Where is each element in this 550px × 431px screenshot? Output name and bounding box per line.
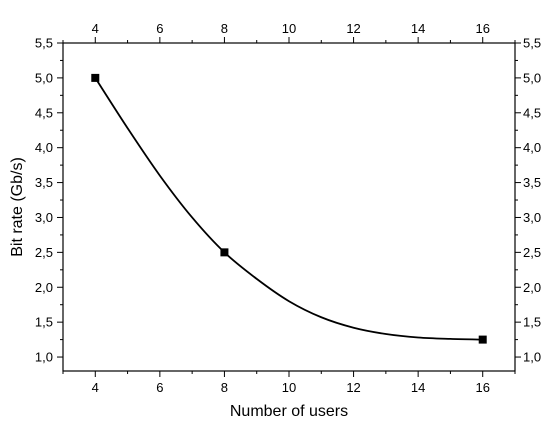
y-tick-label: 1,5 (35, 315, 53, 330)
y-tick-label: 5,0 (35, 70, 53, 85)
top-tick-label: 12 (346, 21, 360, 36)
fit-curve (94, 77, 483, 341)
y-tick-label: 2,5 (35, 245, 53, 260)
x-axis-label: Number of users (230, 403, 348, 420)
right-tick-label: 5,5 (523, 36, 541, 51)
top-tick-label: 16 (475, 21, 489, 36)
right-tick-label: 4,5 (523, 105, 541, 120)
data-point-marker (478, 335, 487, 344)
right-tick-label: 2,0 (523, 280, 541, 295)
top-tick-label: 6 (156, 21, 163, 36)
top-tick-label: 8 (221, 21, 228, 36)
y-tick-label: 1,0 (35, 350, 53, 365)
y-tick-label: 4,5 (35, 105, 53, 120)
y-axis-label: Bit rate (Gb/s) (9, 157, 26, 257)
top-tick-label: 14 (411, 21, 425, 36)
x-tick-label: 14 (411, 380, 425, 395)
y-tick-label: 5,5 (35, 36, 53, 51)
data-point-marker (91, 73, 100, 82)
y-tick-label: 3,0 (35, 210, 53, 225)
y-tick-label: 4,0 (35, 140, 53, 155)
y-tick-label: 2,0 (35, 280, 53, 295)
ticks-layer: 4 4 6 6 8 8 10 10 12 12 14 14 16 16 1,0 1,0 1,5 1,5 2,0 2,0… (35, 21, 541, 395)
x-tick-label: 8 (221, 380, 228, 395)
x-tick-label: 10 (282, 380, 296, 395)
right-tick-label: 3,0 (523, 210, 541, 225)
curve-layer (94, 77, 483, 341)
y-tick-label: 3,5 (35, 175, 53, 190)
x-tick-label: 6 (156, 380, 163, 395)
right-tick-label: 4,0 (523, 140, 541, 155)
x-tick-label: 12 (346, 380, 360, 395)
x-tick-label: 16 (475, 380, 489, 395)
top-tick-label: 10 (282, 21, 296, 36)
x-tick-label: 4 (92, 380, 99, 395)
right-tick-label: 2,5 (523, 245, 541, 260)
plot-frame (62, 42, 516, 372)
marker-layer (91, 73, 487, 344)
right-tick-label: 3,5 (523, 175, 541, 190)
top-tick-label: 4 (92, 21, 99, 36)
right-tick-label: 5,0 (523, 70, 541, 85)
right-tick-label: 1,0 (523, 350, 541, 365)
data-point-marker (220, 248, 229, 257)
right-tick-label: 1,5 (523, 315, 541, 330)
